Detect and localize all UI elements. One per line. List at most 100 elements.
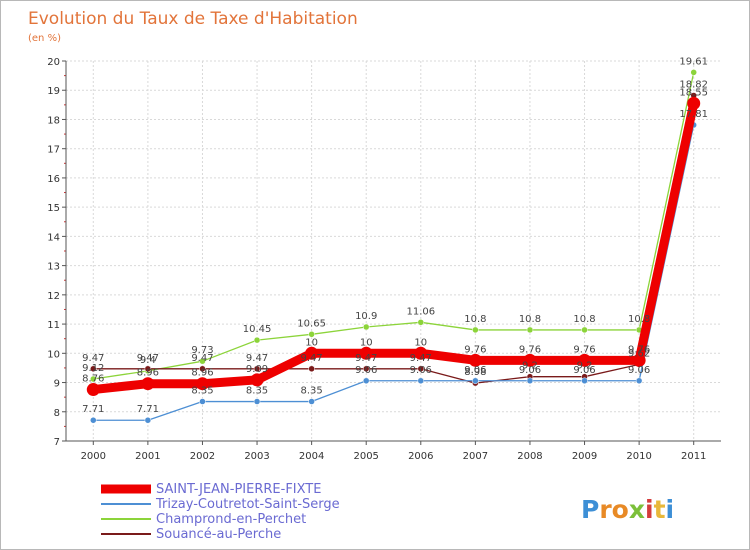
- data-label: 7.71: [137, 404, 159, 415]
- y-tick-label: 18: [47, 115, 60, 126]
- y-tick-label: 15: [47, 203, 60, 214]
- data-label: 7.71: [82, 404, 104, 415]
- data-point: [417, 377, 425, 385]
- data-label: 10.9: [355, 311, 377, 322]
- data-label: 10.65: [297, 318, 326, 329]
- x-tick-label: 2003: [244, 451, 269, 462]
- data-point: [523, 353, 537, 367]
- data-label: 10: [414, 337, 427, 348]
- chart-title: Evolution du Taux de Taxe d'Habitation: [28, 9, 358, 29]
- logo-letter: x: [629, 495, 645, 524]
- data-point: [308, 331, 315, 338]
- data-point: [199, 398, 206, 405]
- y-tick-label: 7: [54, 437, 60, 448]
- x-tick-label: 2001: [135, 451, 160, 462]
- data-label: 9.06: [464, 365, 486, 376]
- data-point: [526, 377, 534, 385]
- data-point: [526, 326, 534, 334]
- data-point: [581, 326, 588, 334]
- data-label: 9.76: [628, 344, 650, 355]
- x-tick-label: 2005: [353, 451, 378, 462]
- series-line-3: [93, 95, 695, 384]
- logo-letter: o: [612, 495, 629, 524]
- y-tick-label: 17: [47, 145, 60, 156]
- y-tick-label: 10: [47, 349, 60, 360]
- data-point: [472, 377, 479, 385]
- data-point: [472, 326, 479, 334]
- data-label: 9.47: [410, 353, 432, 364]
- data-point: [414, 346, 428, 360]
- data-point: [141, 377, 155, 391]
- data-label: 8.35: [191, 386, 213, 397]
- legend-label-0: SAINT-JEAN-PIERRE-FIXTE: [156, 482, 321, 497]
- data-label: 9.62: [628, 348, 650, 359]
- data-label: 8.96: [137, 368, 159, 379]
- x-tick-label: 2006: [408, 451, 433, 462]
- data-point: [362, 323, 370, 331]
- data-label: 11.06: [406, 306, 435, 317]
- data-point: [635, 377, 643, 385]
- data-label: 9.47: [82, 353, 104, 364]
- data-label: 19.61: [679, 56, 708, 67]
- x-tick-label: 2002: [190, 451, 215, 462]
- data-label: 8.76: [82, 374, 104, 385]
- data-point: [144, 365, 152, 373]
- series-line-2: [93, 72, 695, 380]
- proxiti-logo: Proxiti: [581, 495, 674, 524]
- data-label: 9.2: [522, 361, 538, 372]
- series-line-0: [92, 102, 699, 395]
- data-label: 9.47: [355, 353, 377, 364]
- legend: SAINT-JEAN-PIERRE-FIXTETrizay-Coutretot-…: [101, 482, 340, 542]
- data-label: 9.06: [628, 365, 650, 376]
- data-point: [253, 336, 261, 344]
- legend-label-2: Champrond-en-Perchet: [156, 512, 306, 527]
- data-point: [362, 365, 370, 373]
- y-tick-label: 11: [47, 320, 60, 331]
- y-tick-label: 8: [54, 408, 60, 419]
- data-label: 9.06: [519, 365, 541, 376]
- data-label: 9.73: [191, 345, 213, 356]
- data-label: 9.47: [191, 353, 213, 364]
- x-tick-label: 2007: [463, 451, 488, 462]
- data-label: 9.4: [140, 355, 156, 366]
- y-tick-label: 14: [47, 232, 60, 243]
- data-label: 10.8: [573, 314, 595, 325]
- data-label: 8.96: [191, 368, 213, 379]
- data-point: [687, 96, 701, 110]
- x-tick-label: 2011: [681, 451, 706, 462]
- logo-letter: P: [581, 495, 599, 524]
- y-tick-label: 16: [47, 174, 60, 185]
- data-label: 9.06: [573, 365, 595, 376]
- series-line-1: [93, 124, 695, 421]
- data-label: 10.45: [243, 324, 272, 335]
- data-label: 8.35: [246, 386, 268, 397]
- x-tick-label: 2009: [572, 451, 597, 462]
- logo-letter: t: [654, 495, 666, 524]
- data-point: [308, 365, 315, 373]
- data-point: [308, 398, 315, 405]
- data-point: [690, 69, 697, 76]
- x-tick-label: 2008: [517, 451, 542, 462]
- y-tick-label: 9: [54, 379, 60, 390]
- data-point: [305, 346, 319, 360]
- data-label: 18.82: [679, 79, 708, 90]
- data-point: [417, 319, 425, 326]
- data-point: [632, 353, 646, 367]
- legend-label-1: Trizay-Coutretot-Saint-Serge: [155, 497, 340, 512]
- data-label: 9.76: [464, 344, 486, 355]
- data-point: [90, 365, 97, 373]
- data-label: 10.8: [628, 314, 650, 325]
- plot-area: 7 8 9 10 11 12 13 14 15 16 17 18 19 20 2000 2001 2002 200…: [47, 56, 721, 462]
- x-tick-label: 2000: [81, 451, 106, 462]
- data-point: [199, 357, 206, 365]
- data-label: 10: [360, 337, 373, 348]
- plot-background: [66, 61, 721, 441]
- data-label: 18.55: [679, 87, 708, 98]
- logo-letter: i: [645, 495, 654, 524]
- y-tick-label: 20: [47, 57, 60, 68]
- data-point: [86, 383, 100, 397]
- data-label: 9.47: [300, 353, 322, 364]
- data-label: 9.47: [246, 353, 268, 364]
